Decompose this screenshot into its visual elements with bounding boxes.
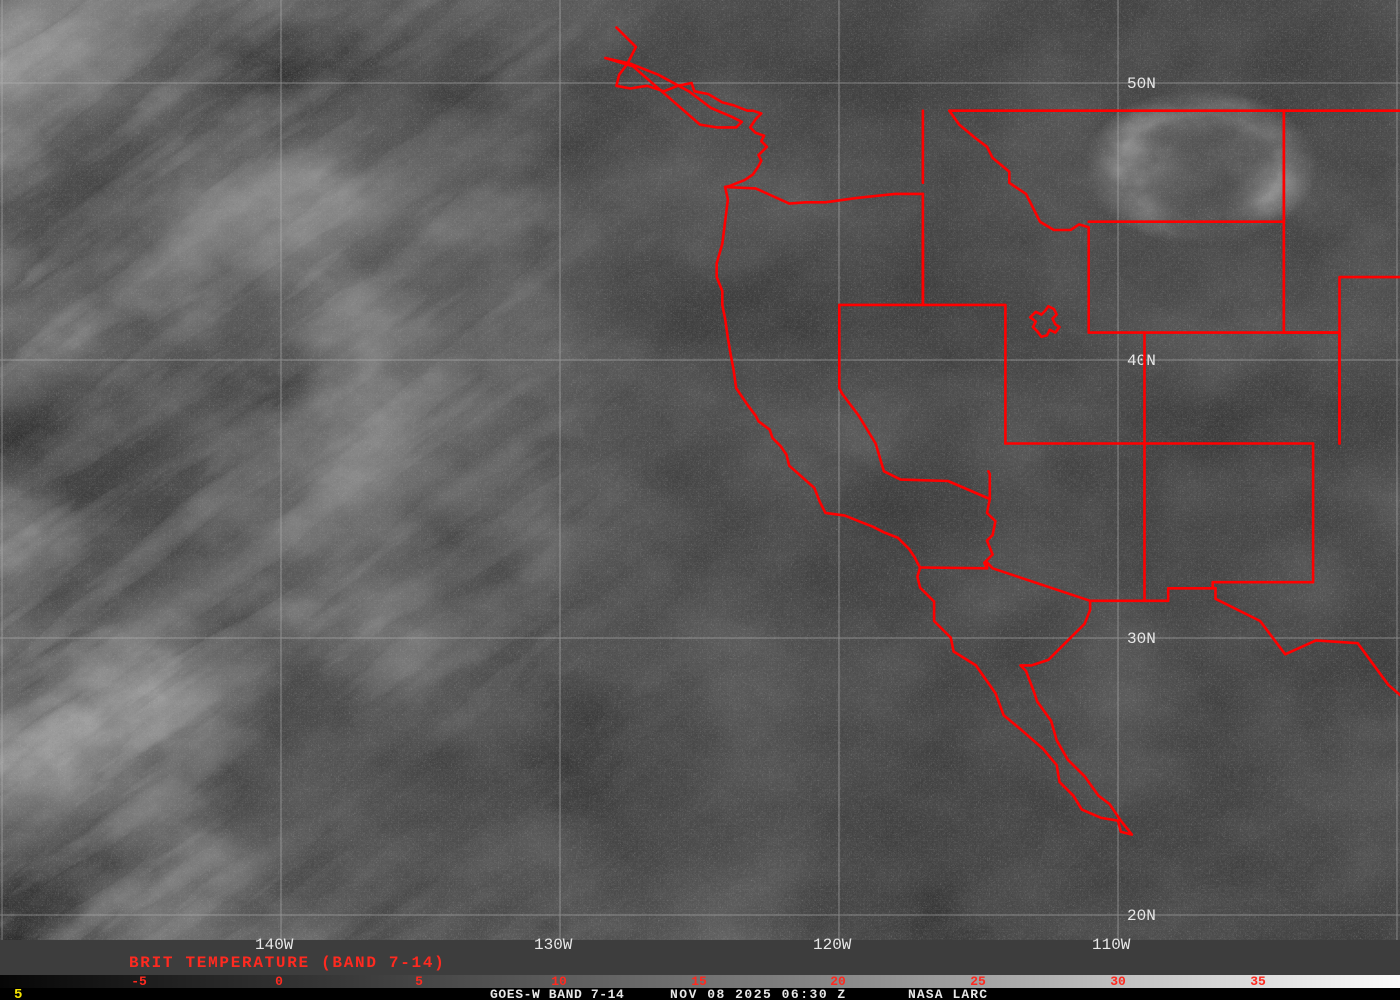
svg-text:35: 35 bbox=[1250, 974, 1266, 989]
svg-text:0: 0 bbox=[275, 974, 283, 989]
svg-text:30: 30 bbox=[1110, 974, 1126, 989]
svg-text:5: 5 bbox=[415, 974, 423, 989]
svg-text:-5: -5 bbox=[131, 974, 147, 989]
